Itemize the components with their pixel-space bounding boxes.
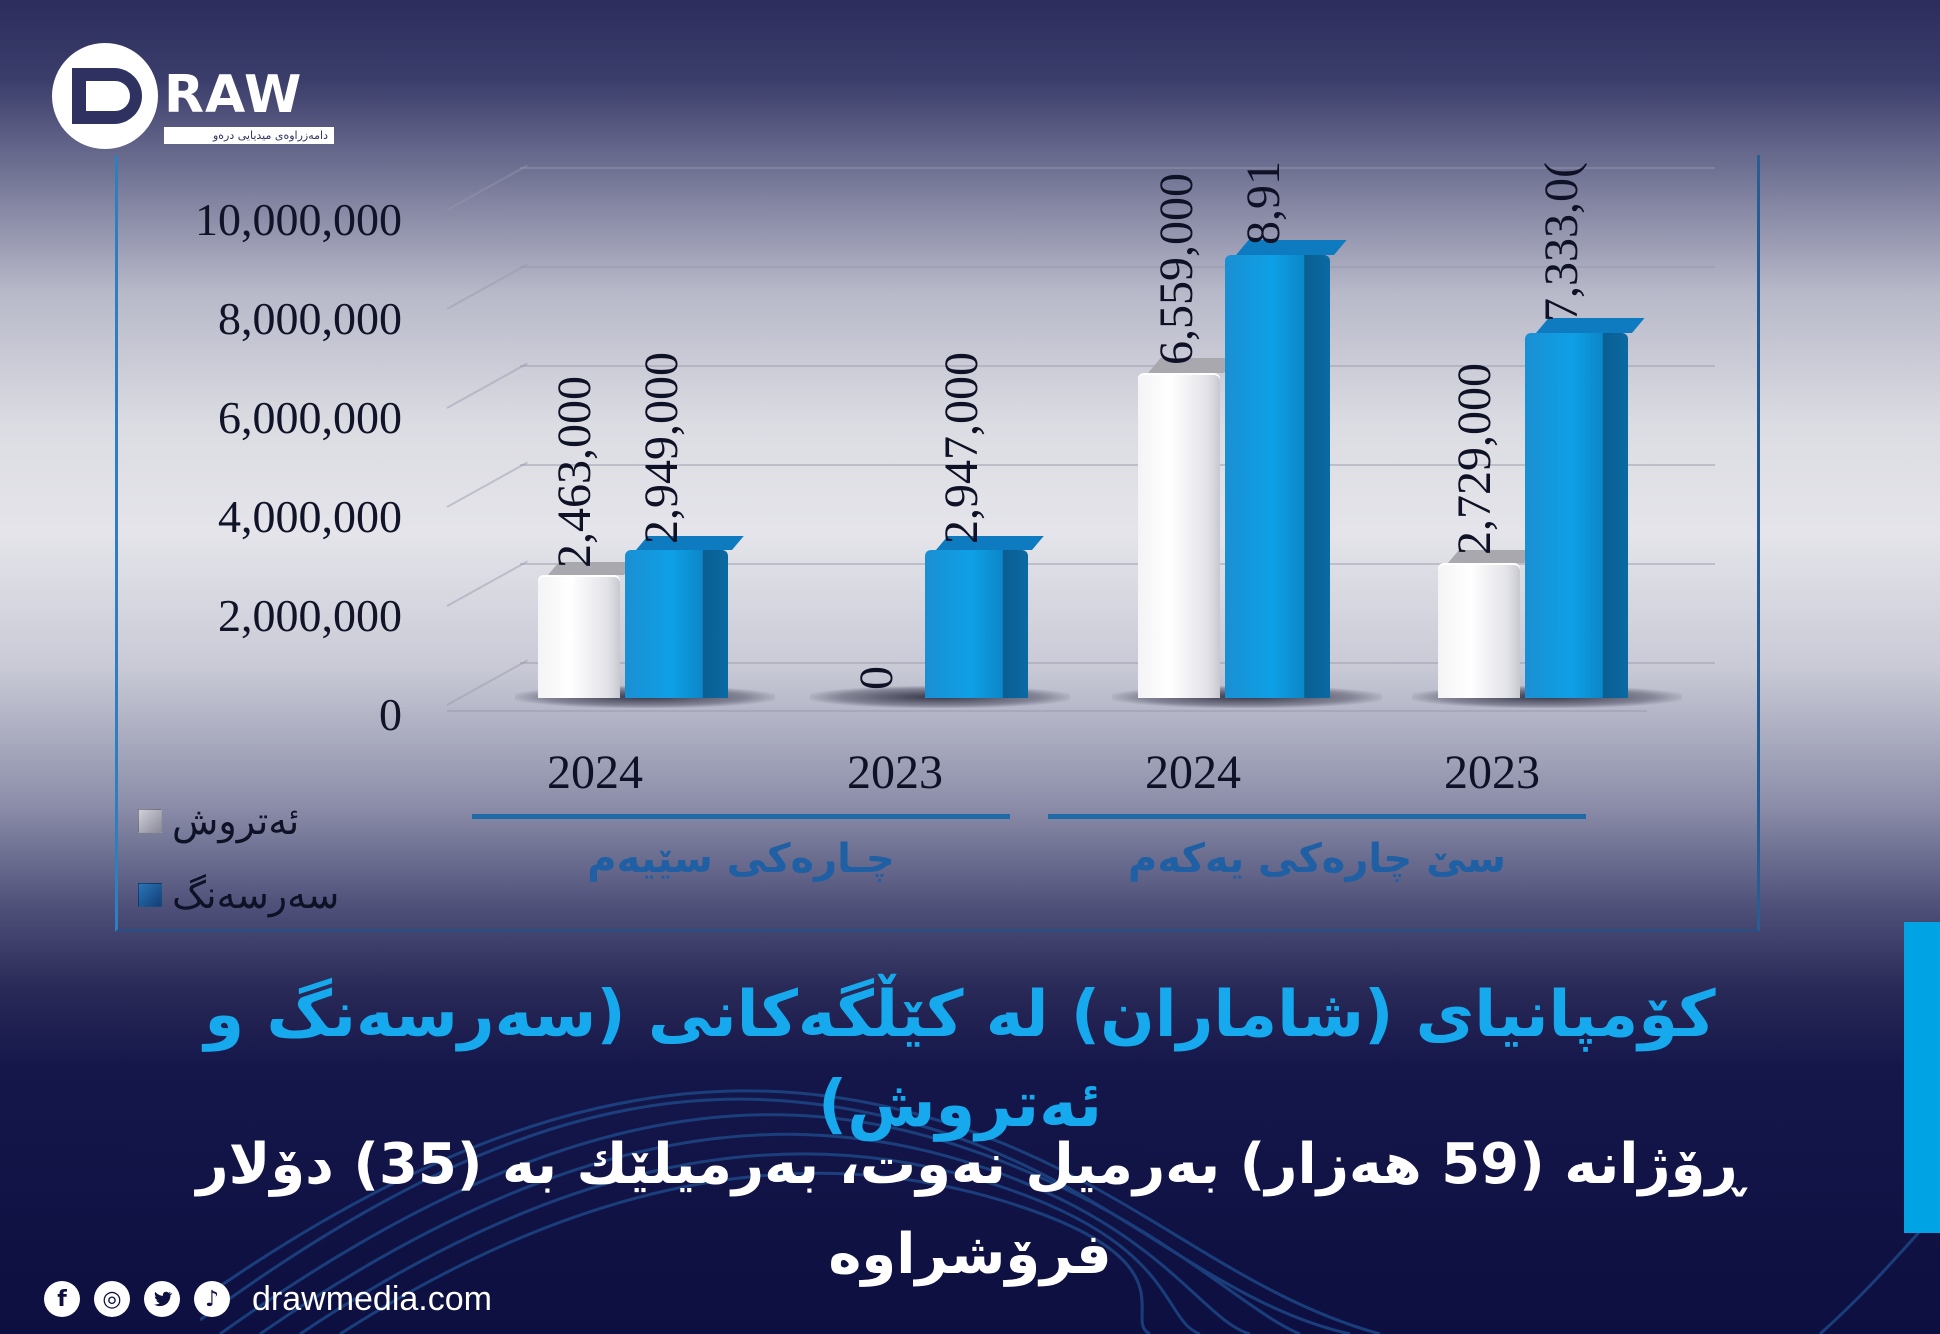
bar-label: 2,729,000 — [1448, 363, 1501, 555]
legend-swatch-blue-icon — [138, 883, 162, 907]
subheadline: ڕۆژانە (59 هەزار) بەرمیل نەوت، بەرمیلێك … — [196, 1132, 1744, 1287]
bar-label: 2,949,000 — [635, 352, 688, 544]
bar-label: 2,947,000 — [935, 352, 988, 544]
legend-label: سەرسەنگ — [172, 873, 340, 917]
floor-edge — [447, 710, 1647, 712]
gridline — [520, 167, 1715, 169]
group-label-q3: چـارەکی سێیەم — [587, 836, 895, 882]
x-label-year: 2023 — [847, 746, 943, 799]
bar-atrush-9m-2023 — [1438, 563, 1520, 698]
group-label-9m: سێ چارەکی یەکەم — [1128, 836, 1506, 882]
legend-swatch-gray-icon — [138, 809, 162, 833]
bar-atrush-9m-2024 — [1138, 373, 1220, 698]
y-tick-2m: 2,000,000 — [218, 590, 402, 641]
bar-label: 0 — [850, 666, 903, 690]
bar-label: 8,91 — [1237, 161, 1290, 245]
y-tick-6m: 6,000,000 — [218, 392, 402, 443]
y-tick-4m: 4,000,000 — [218, 491, 402, 542]
y-tick-8m: 8,000,000 — [218, 293, 402, 344]
accent-bar — [1904, 922, 1940, 1233]
website-link[interactable]: drawmedia.com — [252, 1279, 492, 1318]
legend-label: ئەتروش — [172, 799, 300, 843]
gridline — [520, 365, 1715, 367]
draw-logo: RAW دامەزراوەی میدیایی درەو — [52, 43, 342, 153]
gridline — [520, 464, 1715, 466]
footer-social: f ◎ ♪ drawmedia.com — [44, 1275, 492, 1323]
gridline — [520, 266, 1715, 268]
logo-tagline: دامەزراوەی میدیایی درەو — [164, 127, 334, 144]
group-underline-9m — [1048, 814, 1586, 819]
chart-frame — [115, 155, 1760, 932]
x-label-year: 2023 — [1444, 746, 1540, 799]
facebook-icon[interactable]: f — [44, 1281, 80, 1317]
headline: كۆمپانیای (شاماران) لە کێڵگەکانی (سەرسەن… — [204, 978, 1716, 1142]
y-tick-0: 0 — [379, 689, 402, 740]
x-label-year: 2024 — [1145, 746, 1241, 799]
x-label-year: 2024 — [547, 746, 643, 799]
bar-label: 2,463,000 — [548, 376, 601, 568]
twitter-bird-icon — [154, 1291, 173, 1307]
bar-sarsang-q3-2023 — [925, 550, 1028, 698]
legend-item-atrush: ئەتروش — [138, 798, 299, 844]
decorative-waves — [200, 1089, 1940, 1334]
bar-sarsang-9m-2023 — [1525, 333, 1628, 698]
y-tick-10m: 10,000,000 — [195, 194, 402, 245]
gridline — [520, 563, 1715, 565]
group-underline-q3 — [472, 814, 1010, 819]
gridline — [520, 662, 1715, 664]
bar-sarsang-q3-2024 — [625, 550, 728, 698]
logo-d-inner — [86, 81, 130, 111]
instagram-icon[interactable]: ◎ — [94, 1281, 130, 1317]
bar-label: 6,559,000 — [1150, 173, 1203, 365]
tiktok-icon[interactable]: ♪ — [194, 1281, 230, 1317]
twitter-icon[interactable] — [144, 1281, 180, 1317]
bar-atrush-q3-2024 — [538, 575, 620, 698]
legend-item-sarsang: سەرسەنگ — [138, 872, 339, 918]
bar-sarsang-9m-2024 — [1225, 255, 1330, 698]
logo-wordmark: RAW — [164, 65, 303, 125]
bar-label: 7,333,0( — [1535, 162, 1588, 322]
